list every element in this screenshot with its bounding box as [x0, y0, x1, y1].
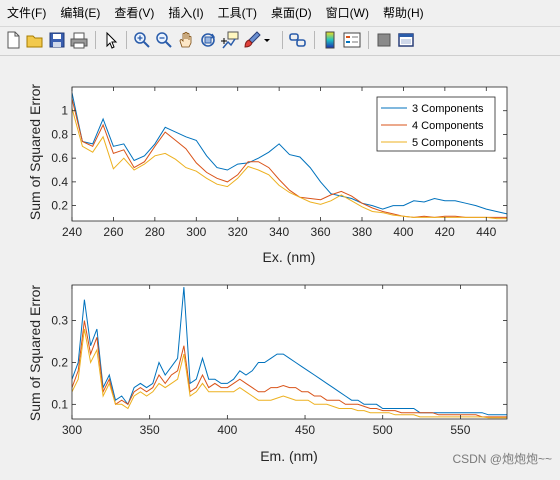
menu-file[interactable]: 文件(F) — [7, 6, 47, 20]
data-cursor-icon[interactable] — [220, 30, 240, 50]
figure-canvas: Sum of Squared Error Ex. (nm) 240 260 280 3… — [0, 55, 560, 475]
x-tick-label: 350 — [140, 423, 160, 437]
y-tick-label: 0.2 — [51, 355, 68, 369]
colorbar-icon[interactable] — [320, 30, 340, 50]
save-icon[interactable] — [47, 30, 67, 50]
x-tick-label: 500 — [373, 423, 393, 437]
link-plot-icon[interactable] — [288, 30, 308, 50]
y-tick-label: 0.2 — [51, 199, 68, 213]
new-figure-icon[interactable] — [3, 30, 23, 50]
axes-bottom: Sum of Squared Error Em. (nm) 300 350 400 4… — [27, 284, 508, 464]
legend-label: 5 Components — [412, 137, 484, 149]
x-axis-label: Em. (nm) — [260, 448, 318, 464]
toolbar-separator — [126, 31, 127, 49]
menu-tools[interactable]: 工具(T) — [217, 6, 257, 20]
toolbar-separator — [368, 31, 369, 49]
x-tick-label: 340 — [269, 225, 289, 239]
axes-frame — [71, 86, 508, 222]
print-icon[interactable] — [69, 30, 89, 50]
x-tick-label: 420 — [435, 225, 455, 239]
y-tick-label: 0.8 — [51, 127, 68, 141]
series-line-2 — [72, 320, 507, 418]
legend[interactable]: 3 Components 4 Components 5 Components — [376, 96, 496, 152]
series-line-3 — [72, 108, 507, 220]
series-line-3 — [72, 328, 507, 419]
y-tick-label: 0.4 — [51, 175, 68, 189]
x-tick-label: 400 — [393, 225, 413, 239]
x-tick-label: 300 — [62, 423, 82, 437]
y-tick-label: 0.1 — [51, 397, 68, 411]
open-file-icon[interactable] — [25, 30, 45, 50]
menu-help[interactable]: 帮助(H) — [382, 6, 424, 20]
watermark-text: CSDN @炮炮炮~~ — [452, 452, 552, 466]
edit-plot-icon[interactable] — [101, 30, 121, 50]
y-axis-label: Sum of Squared Error — [27, 84, 43, 221]
x-tick-label: 300 — [186, 225, 206, 239]
x-tick-label: 450 — [295, 423, 315, 437]
x-tick-label: 260 — [103, 225, 123, 239]
toolbar-separator — [282, 31, 283, 49]
pan-icon[interactable] — [176, 30, 196, 50]
x-tick-label: 320 — [228, 225, 248, 239]
figure-svg: Sum of Squared Error Ex. (nm) 240 260 280 3… — [27, 84, 508, 464]
x-tick-label: 240 — [62, 225, 82, 239]
x-tick-label: 380 — [352, 225, 372, 239]
menu-insert[interactable]: 插入(I) — [168, 6, 204, 20]
series-line-1 — [72, 92, 507, 215]
menu-bar: 文件(F) 编辑(E) 查看(V) 插入(I) 工具(T) 桌面(D) 窗口(W… — [0, 0, 560, 26]
x-tick-label: 280 — [145, 225, 165, 239]
axes-frame — [71, 284, 508, 420]
x-tick-label: 550 — [450, 423, 470, 437]
x-tick-label: 400 — [217, 423, 237, 437]
figure-toolbar — [0, 26, 560, 56]
hide-plot-tools-icon[interactable] — [374, 30, 394, 50]
show-plot-tools-icon[interactable] — [396, 30, 416, 50]
toolbar-separator — [95, 31, 96, 49]
menu-edit[interactable]: 编辑(E) — [60, 6, 101, 20]
menu-desktop[interactable]: 桌面(D) — [270, 6, 312, 20]
zoom-in-icon[interactable] — [132, 30, 152, 50]
toolbar-separator — [314, 31, 315, 49]
x-axis-label: Ex. (nm) — [263, 249, 316, 265]
brush-dropdown-icon[interactable] — [262, 30, 272, 50]
legend-label: 3 Components — [412, 103, 484, 115]
legend-icon[interactable] — [342, 30, 362, 50]
menu-view[interactable]: 查看(V) — [114, 6, 155, 20]
menu-window[interactable]: 窗口(W) — [325, 6, 369, 20]
x-tick-label: 440 — [476, 225, 496, 239]
y-axis-label: Sum of Squared Error — [27, 285, 43, 422]
brush-icon[interactable] — [242, 30, 262, 50]
y-tick-label: 1 — [61, 104, 68, 118]
legend-label: 4 Components — [412, 120, 484, 132]
series-line-1 — [72, 287, 507, 416]
zoom-out-icon[interactable] — [154, 30, 174, 50]
axes-top: Sum of Squared Error Ex. (nm) 240 260 280 3… — [27, 84, 508, 265]
x-tick-label: 360 — [311, 225, 331, 239]
plot-area — [72, 285, 507, 419]
rotate-3d-icon[interactable] — [198, 30, 218, 50]
y-tick-label: 0.6 — [51, 151, 68, 165]
y-tick-label: 0.3 — [51, 314, 68, 328]
